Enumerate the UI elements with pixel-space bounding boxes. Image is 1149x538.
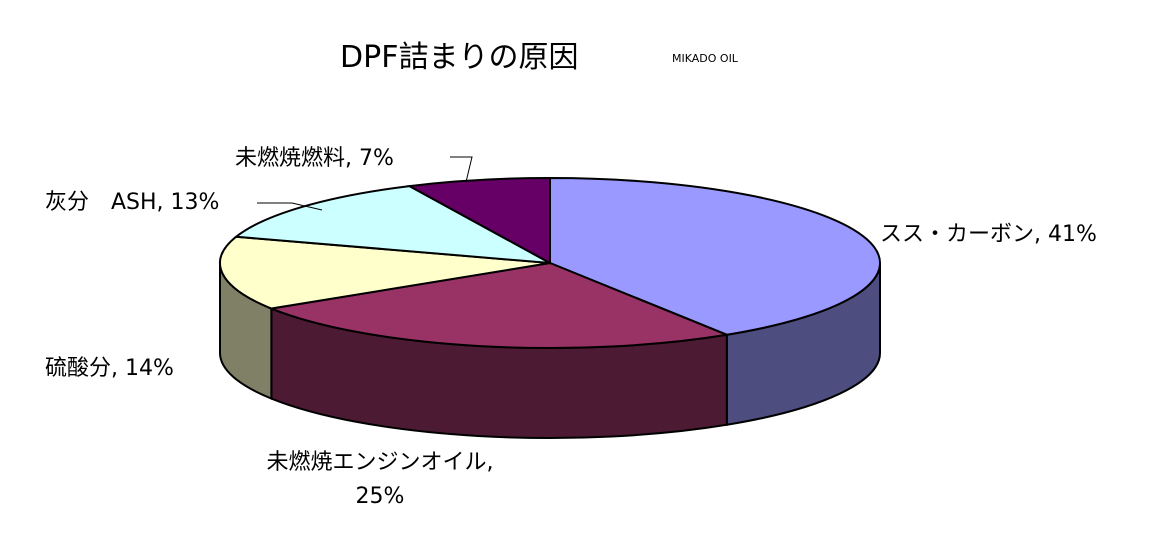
data-label: 灰分 ASH, 13% (45, 190, 220, 215)
slice (267, 261, 731, 349)
data-label: 硫酸分, 14% (45, 356, 174, 381)
slice (406, 176, 551, 265)
slice (219, 235, 551, 310)
chart-title: DPF詰まりの原因 (340, 40, 579, 75)
slice (233, 185, 551, 264)
data-label: スス・カーボン, 41% (880, 222, 1097, 247)
data-label: 未燃焼燃料, 7% (235, 146, 394, 171)
data-label: 未燃焼エンジンオイル, 25% (266, 450, 494, 509)
leader-line (450, 156, 473, 183)
leader-line (257, 202, 323, 211)
chart-subtitle: MIKADO OIL (672, 52, 738, 65)
